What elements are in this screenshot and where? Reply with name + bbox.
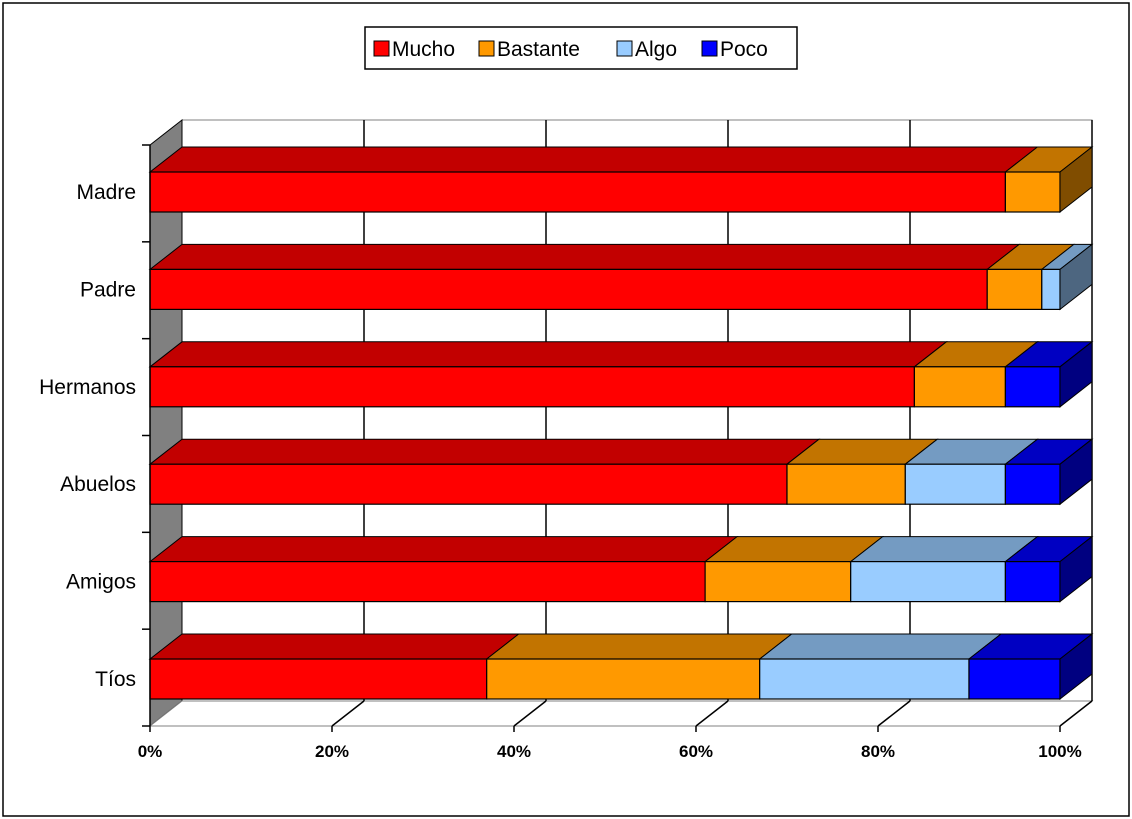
bar-segment xyxy=(1040,243,1094,311)
legend-swatch-algo xyxy=(616,40,633,57)
bar-segment xyxy=(1003,535,1094,603)
bar-segment xyxy=(967,632,1094,701)
bar-top-face xyxy=(148,438,821,465)
bar-side-face xyxy=(1059,535,1093,603)
bar-bastante-tíos xyxy=(486,658,761,700)
bar-side-face xyxy=(1059,340,1093,408)
bar-top-face xyxy=(148,536,739,563)
back-wall xyxy=(181,119,1093,702)
tick-label: 60% xyxy=(679,742,713,761)
category-label: Tíos xyxy=(95,668,136,691)
legend-swatch-bastante xyxy=(478,40,495,57)
tick-label: 0% xyxy=(138,742,163,761)
bar-segment xyxy=(758,633,1003,700)
bar-poco-hermanos xyxy=(1004,366,1061,408)
bar-top-face xyxy=(148,633,521,660)
category-label: Padre xyxy=(80,278,136,301)
bar-mucho-hermanos xyxy=(149,366,916,408)
bar-bastante-madre xyxy=(1004,171,1061,213)
bar-bastante-hermanos xyxy=(913,366,1007,408)
bar-mucho-padre xyxy=(149,268,988,310)
category-label: Amigos xyxy=(66,571,136,594)
bar-bastante-abuelos xyxy=(786,463,906,505)
bar-mucho-tíos xyxy=(149,658,488,700)
bar-mucho-amigos xyxy=(149,560,706,603)
category-label: Madre xyxy=(76,181,136,204)
bar-bastante-amigos xyxy=(704,560,852,603)
bar-segment xyxy=(1003,438,1094,506)
bar-poco-abuelos xyxy=(1004,463,1061,505)
category-axis: Madre Padre Hermanos Abuelos Amigos Tíos xyxy=(39,144,151,727)
bar-segment xyxy=(1003,145,1094,214)
legend-label: Algo xyxy=(635,38,677,61)
bar-top-face xyxy=(485,633,794,660)
bar-mucho-abuelos xyxy=(149,463,788,505)
gridlines xyxy=(331,120,1093,727)
bar-poco-tíos xyxy=(968,658,1061,700)
bar-side-face xyxy=(1059,632,1093,701)
bar-segment xyxy=(148,243,1021,310)
bar-algo-abuelos xyxy=(904,463,1006,505)
bar-side-face xyxy=(1059,438,1093,506)
floor xyxy=(148,700,1094,727)
bar-top-face xyxy=(148,243,1021,270)
bar-side-face xyxy=(1059,145,1093,214)
bar-segment xyxy=(785,438,939,505)
bar-algo-padre xyxy=(1041,268,1061,310)
bar-mucho-madre xyxy=(149,171,1007,213)
legend-box xyxy=(364,26,798,70)
bar-segment xyxy=(485,633,794,700)
bar-segment xyxy=(703,536,885,603)
bar-segment xyxy=(912,341,1039,408)
gridline-floor xyxy=(331,700,365,727)
tick-label: 80% xyxy=(861,742,895,761)
legend-label: Bastante xyxy=(497,38,580,61)
bar-segment xyxy=(985,243,1076,310)
gridline-floor xyxy=(1059,700,1093,727)
bar-poco-amigos xyxy=(1004,560,1061,603)
bar-bastante-padre xyxy=(986,268,1043,310)
gridline-floor xyxy=(513,700,547,727)
legend-swatch-poco xyxy=(701,40,718,57)
bar-top-face xyxy=(758,633,1003,660)
category-label: Abuelos xyxy=(60,473,136,496)
gridline-floor xyxy=(695,700,729,727)
bar-segment xyxy=(1003,340,1094,408)
bar-segment xyxy=(903,438,1039,505)
bar-segment xyxy=(148,438,821,505)
tick-label: 100% xyxy=(1038,742,1081,761)
bar-algo-amigos xyxy=(850,560,1007,603)
bar-segment xyxy=(148,633,521,700)
bar-segment xyxy=(148,146,1039,213)
gridline-floor xyxy=(877,700,911,727)
legend-label: Poco xyxy=(720,38,768,61)
bars xyxy=(148,145,1094,701)
category-label: Hermanos xyxy=(39,376,136,399)
bar-segment xyxy=(148,341,948,408)
legend-label: Mucho xyxy=(392,38,455,61)
legend-swatch-mucho xyxy=(373,40,390,57)
bar-top-face xyxy=(148,146,1039,173)
bar-segment xyxy=(148,536,739,603)
bar-algo-tíos xyxy=(759,658,970,700)
value-axis: 0% 20% 40% 60% 80% 100% xyxy=(138,726,1082,761)
bar-side-face xyxy=(1059,243,1093,311)
tick-label: 40% xyxy=(497,742,531,761)
legend: Mucho Bastante Algo Poco xyxy=(364,26,798,70)
tick-label: 20% xyxy=(315,742,349,761)
bar-top-face xyxy=(148,341,948,368)
